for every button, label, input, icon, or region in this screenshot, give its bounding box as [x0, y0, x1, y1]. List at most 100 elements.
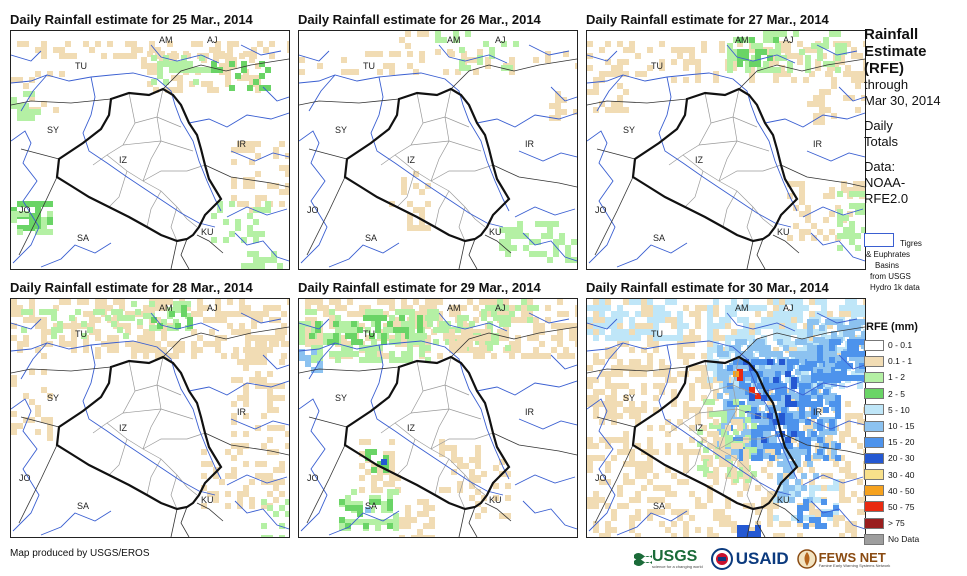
rain-cell-2-5 — [357, 511, 363, 517]
rain-cell-0-1-1 — [725, 515, 731, 521]
rain-cell-0-1-1 — [749, 77, 755, 83]
country-border — [458, 240, 466, 269]
rain-cell-1-2 — [497, 305, 503, 311]
rain-cell-1-2 — [51, 315, 57, 321]
rain-cell-10-15 — [825, 339, 831, 345]
country-border — [780, 432, 865, 456]
rain-cell-5-10 — [803, 371, 809, 377]
rain-cell-1-2 — [161, 319, 167, 325]
usaid-logo[interactable]: USAID — [710, 548, 789, 570]
rain-cell-15-20 — [739, 383, 745, 389]
rain-cell-15-20 — [853, 375, 859, 381]
usgs-logo[interactable]: USGS science for a changing world — [634, 549, 703, 569]
rain-cell-1-2 — [135, 309, 141, 315]
rain-cell-0-1-1 — [857, 509, 863, 515]
rain-cell-0-1-1 — [237, 449, 243, 455]
rain-cell-1-2 — [117, 315, 123, 321]
rain-cell-0-1-1 — [41, 53, 47, 59]
rain-cell-0-1-1 — [587, 467, 593, 473]
rainfall-map[interactable]: AM AJ TU SY IZ IR JO SA KU — [298, 298, 578, 538]
rain-cell-0-1-1 — [785, 47, 791, 53]
rain-cell-5-10 — [767, 323, 773, 329]
rain-cell-0-1-1 — [439, 445, 445, 451]
rain-cell-0-1-1 — [839, 455, 845, 461]
rain-cell-0-1-1 — [59, 341, 65, 347]
rainfall-map[interactable]: AM AJ TU SY IZ IR JO SA KU — [298, 30, 578, 270]
rain-cell-0-1-1 — [147, 63, 153, 69]
rain-cell-5-10 — [809, 485, 815, 491]
rain-cell-0-1-1 — [273, 183, 279, 189]
rain-cell-0-1-1 — [213, 497, 219, 503]
rain-cell-5-10 — [821, 311, 827, 317]
rain-cell-2-5 — [157, 323, 163, 329]
rain-cell-0-1-1 — [83, 347, 89, 353]
rain-cell-0-1-1 — [243, 413, 249, 419]
rain-cell-10-15 — [861, 319, 865, 325]
fews-net-logo[interactable]: FEWS NET Famine Early Warning Systems Ne… — [796, 548, 890, 570]
rain-cell-2-5 — [345, 523, 351, 529]
rain-cell-0-1-1 — [791, 53, 797, 59]
rain-cell-20-30 — [749, 395, 755, 401]
rainfall-map[interactable]: AM AJ TU SY IZ IR JO SA KU — [586, 298, 866, 538]
rain-cell-0-1-1 — [725, 497, 731, 503]
rain-cell-15-20 — [835, 407, 841, 413]
rain-cell-0-1-1 — [671, 491, 677, 497]
rain-cell-15-20 — [739, 359, 745, 365]
rain-cell-0-1-1 — [863, 71, 865, 77]
rain-cell-0-1-1 — [455, 335, 461, 341]
rain-cell-0-1-1 — [689, 425, 695, 431]
rain-cell-15-20 — [757, 431, 763, 437]
rainfall-map[interactable]: AM AJ TU SY IZ IR JO SA KU — [10, 298, 290, 538]
rain-cell-1-2 — [861, 209, 865, 215]
rain-cell-0-1-1 — [147, 51, 153, 57]
rain-cell-15-20 — [739, 401, 745, 407]
rain-cell-0-1-1 — [23, 41, 29, 47]
rain-cell-1-2 — [861, 227, 865, 233]
rain-cell-0-1-1 — [671, 509, 677, 515]
rain-cell-10-15 — [837, 355, 843, 361]
rain-cell-1-2 — [393, 525, 399, 531]
rain-cell-2-5 — [259, 85, 265, 91]
rain-cell-15-20 — [841, 369, 847, 375]
rain-cell-0-1-1 — [255, 141, 261, 147]
rain-cell-1-2 — [23, 109, 29, 115]
rain-cell-0-1-1 — [839, 485, 845, 491]
rain-cell-1-2 — [415, 333, 421, 339]
rain-cell-10-15 — [723, 399, 729, 405]
rain-cell-0-1-1 — [839, 437, 845, 443]
rain-cell-0-1-1 — [155, 53, 161, 59]
rain-cell-0-1-1 — [689, 311, 695, 317]
rain-cell-1-2 — [505, 315, 511, 321]
rain-cell-0-1-1 — [635, 515, 641, 521]
rain-cell-1-2 — [745, 37, 751, 43]
rain-cell-1-2 — [17, 103, 23, 109]
rainfall-map[interactable]: AM AJ TU SY IZ IR JO SA KU — [10, 30, 290, 270]
rain-cell-10-15 — [777, 399, 783, 405]
rain-cell-0-1-1 — [449, 335, 455, 341]
rain-cell-5-10 — [725, 305, 731, 311]
rain-cell-0-1-1 — [809, 311, 815, 317]
rain-cell-0-1-1 — [53, 47, 59, 53]
rain-cell-0-1-1 — [557, 353, 563, 359]
rain-cell-5-10 — [665, 311, 671, 317]
rain-cell-1-2 — [787, 61, 793, 67]
rain-cell-0-1-1 — [623, 473, 629, 479]
rain-cell-0-1-1 — [569, 329, 575, 335]
rain-cell-10-15 — [759, 411, 765, 417]
rain-cell-5-10 — [791, 305, 797, 311]
rain-cell-15-20 — [827, 511, 833, 517]
rain-cell-1-2 — [721, 411, 727, 417]
rain-cell-1-2 — [835, 55, 841, 61]
rain-cell-2-5 — [17, 225, 23, 231]
rain-cell-0-1-1 — [425, 305, 431, 311]
rain-cell-1-2 — [861, 203, 865, 209]
rain-cell-0-1-1 — [829, 229, 835, 235]
rain-cell-10-15 — [861, 355, 865, 361]
rainfall-map[interactable]: AM AJ TU SY IZ IR JO SA KU — [586, 30, 866, 270]
rain-cell-15-20 — [853, 345, 859, 351]
rain-cell-0-1-1 — [35, 405, 41, 411]
country-label: IR — [813, 139, 823, 149]
rain-cell-0-1-1 — [635, 407, 641, 413]
rain-cell-0-1-1 — [269, 53, 275, 59]
rain-cell-0-1-1 — [617, 59, 623, 65]
